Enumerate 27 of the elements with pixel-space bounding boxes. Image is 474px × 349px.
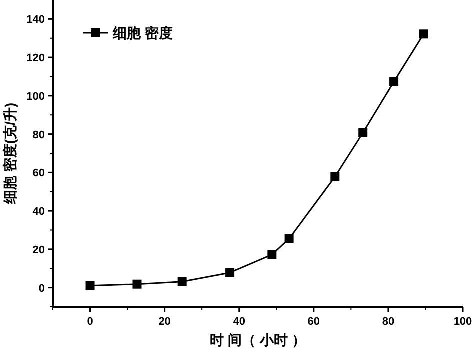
point: [284, 234, 294, 244]
x-tick-label: 20: [158, 316, 171, 328]
point: [132, 280, 142, 289]
y-tick-label: 60: [32, 168, 45, 180]
legend-label: 细胞 密度: [112, 25, 173, 41]
x-tick-label: 100: [454, 316, 472, 328]
y-tick-label: 20: [32, 244, 45, 256]
y-tick-label: 0: [38, 282, 45, 295]
x-axis-title: 时 间（ 小时 ）: [210, 332, 306, 348]
y-tick-label: 40: [32, 206, 45, 218]
x-tick-label: 0: [87, 316, 94, 328]
point: [390, 77, 399, 86]
y-tick-label: 100: [26, 90, 45, 103]
point: [226, 268, 235, 278]
y-tick-label: 140: [26, 14, 45, 26]
point: [178, 277, 187, 286]
x-tick-label: 40: [233, 316, 246, 328]
point: [268, 250, 277, 260]
y-tick-label: 120: [26, 52, 45, 65]
x-tick-label: 60: [308, 316, 320, 328]
point: [419, 30, 428, 39]
x-tick-label: 80: [382, 316, 395, 328]
point: [330, 172, 340, 182]
point: [358, 128, 368, 138]
y-axis-title: 细胞 密度(克/升): [2, 102, 18, 206]
point: [86, 281, 95, 290]
y-tick-label: 80: [32, 129, 45, 142]
